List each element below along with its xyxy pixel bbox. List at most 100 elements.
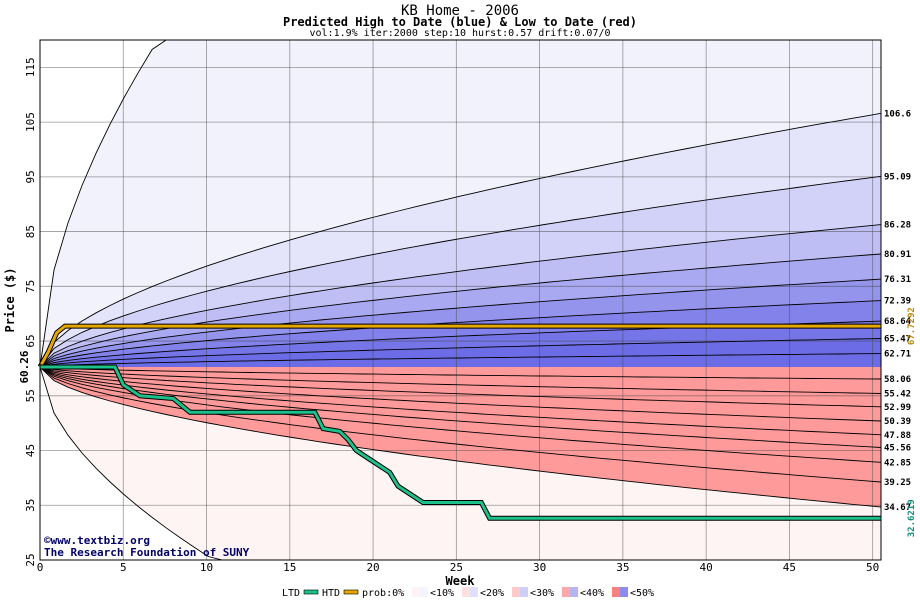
end-label-5: 72.39	[884, 297, 911, 307]
htd-series-line	[38, 324, 881, 368]
htd-end-label: 67.7292	[907, 307, 917, 345]
y-tick-25: 25	[24, 553, 37, 566]
high-band-6	[40, 300, 881, 367]
legend-item-2: <30%	[530, 588, 554, 599]
low-band-9	[40, 367, 881, 508]
x-tick-0: 0	[37, 561, 44, 574]
high-band-8	[40, 338, 881, 367]
quantile-line-15	[39, 366, 882, 436]
quantile-line-8	[39, 338, 882, 368]
y-tick-85: 85	[24, 225, 37, 238]
x-tick-15: 15	[283, 561, 296, 574]
legend-item-1: <20%	[480, 588, 504, 599]
x-tick-40: 40	[700, 561, 713, 574]
end-label-4: 76.31	[884, 275, 911, 285]
quantile-line-3	[39, 224, 882, 368]
ltd-end-label: 32.6219	[907, 499, 917, 537]
chart-title: KB Home - 2006	[400, 3, 519, 19]
legend-swatch-red-4	[612, 587, 620, 597]
x-tick-20: 20	[366, 561, 379, 574]
legend-htd-swatch	[343, 589, 359, 595]
end-label-1: 95.09	[884, 172, 911, 182]
y-tick-105: 105	[24, 112, 37, 132]
x-tick-25: 25	[450, 561, 463, 574]
end-label-9: 58.06	[884, 375, 911, 385]
quantile-line-5	[39, 278, 882, 368]
start-price-label: 60.26	[18, 350, 31, 383]
y-tick-75: 75	[24, 280, 37, 293]
legend-swatch-red-1	[462, 587, 470, 597]
x-tick-labels: 0 5 10 15 20 25 30 35 40 45 50	[37, 561, 880, 574]
high-band-3	[40, 224, 881, 367]
y-tick-115: 115	[24, 57, 37, 77]
quantile-line-19	[39, 366, 882, 508]
end-label-10: 55.42	[884, 389, 911, 399]
end-label-13: 47.88	[884, 431, 911, 441]
legend-swatch-blue-0	[420, 587, 428, 597]
quantile-line-16	[39, 366, 882, 448]
x-tick-10: 10	[200, 561, 213, 574]
legend-swatch-red-2	[512, 587, 520, 597]
legend-swatch-blue-4	[620, 587, 628, 597]
high-band-7	[40, 321, 881, 367]
end-label-0: 106.6	[884, 109, 911, 119]
chart-subtitle: Predicted High to Date (blue) & Low to D…	[282, 15, 637, 29]
series-lines	[37, 323, 881, 521]
legend-swatch-red-0	[412, 587, 420, 597]
end-label-16: 39.25	[884, 478, 911, 488]
y-tick-55: 55	[24, 389, 37, 402]
legend-swatch-red-3	[562, 587, 570, 597]
credit-line-1: ©www.textbiz.org	[44, 534, 150, 547]
legend-swatch-blue-3	[570, 587, 578, 597]
x-tick-5: 5	[120, 561, 127, 574]
legend-item-3: <40%	[580, 588, 604, 599]
quantile-line-18	[39, 366, 882, 483]
chart-params: vol:1.9% iter:2000 step:10 hurst:0.57 dr…	[309, 28, 611, 39]
end-label-3: 80.91	[884, 250, 911, 260]
end-label-17: 34.67	[884, 503, 911, 513]
quantile-line-2	[39, 175, 882, 368]
legend-ltd-swatch	[303, 589, 319, 595]
y-tick-95: 95	[24, 170, 37, 183]
end-label-8: 62.71	[884, 350, 911, 360]
credit-line-2: The Research Foundation of SUNY	[44, 546, 250, 559]
probability-bands	[40, 40, 881, 560]
y-tick-labels: 25 35 45 55 65 75 85 95 105 115	[24, 57, 37, 566]
x-tick-45: 45	[783, 561, 796, 574]
legend-htd-label: HTD	[322, 588, 340, 599]
legend-item-0: <10%	[430, 588, 454, 599]
end-label-15: 42.85	[884, 458, 911, 468]
quantile-line-12	[39, 366, 882, 394]
y-axis-label: Price ($)	[3, 267, 17, 332]
legend-prob-label: prob:0%	[362, 588, 404, 599]
y-tick-35: 35	[24, 499, 37, 512]
quantile-line-14	[39, 366, 882, 422]
quantile-line-6	[39, 300, 882, 368]
legend-ltd-label: LTD	[282, 588, 300, 599]
plot-frame	[39, 39, 882, 561]
x-tick-30: 30	[533, 561, 546, 574]
quantile-line-1	[39, 112, 882, 368]
end-label-2: 86.28	[884, 221, 911, 231]
x-tick-50: 50	[866, 561, 879, 574]
y-tick-65: 65	[24, 334, 37, 347]
high-band-4	[40, 254, 881, 367]
quantile-line-11	[39, 366, 882, 380]
quantile-line-13	[39, 366, 882, 408]
quantile-line-9	[39, 353, 882, 368]
end-label-14: 45.56	[884, 443, 911, 453]
high-band-2	[40, 176, 881, 367]
ltd-series-line	[40, 365, 881, 520]
legend: LTD HTD prob:0% <10% <20% <30% <40% <50%	[282, 587, 654, 599]
end-label-6: 68.64	[884, 317, 912, 327]
y-tick-45: 45	[24, 444, 37, 457]
end-label-7: 65.47	[884, 334, 911, 344]
legend-swatch-blue-2	[520, 587, 528, 597]
end-label-11: 52.99	[884, 403, 911, 413]
x-axis-label: Week	[446, 574, 476, 588]
end-labels: 106.6 95.09 86.28 80.91 76.31 72.39 68.64 65.47…	[884, 109, 917, 537]
x-tick-35: 35	[616, 561, 629, 574]
legend-swatch-blue-1	[470, 587, 478, 597]
end-label-12: 50.39	[884, 417, 911, 427]
